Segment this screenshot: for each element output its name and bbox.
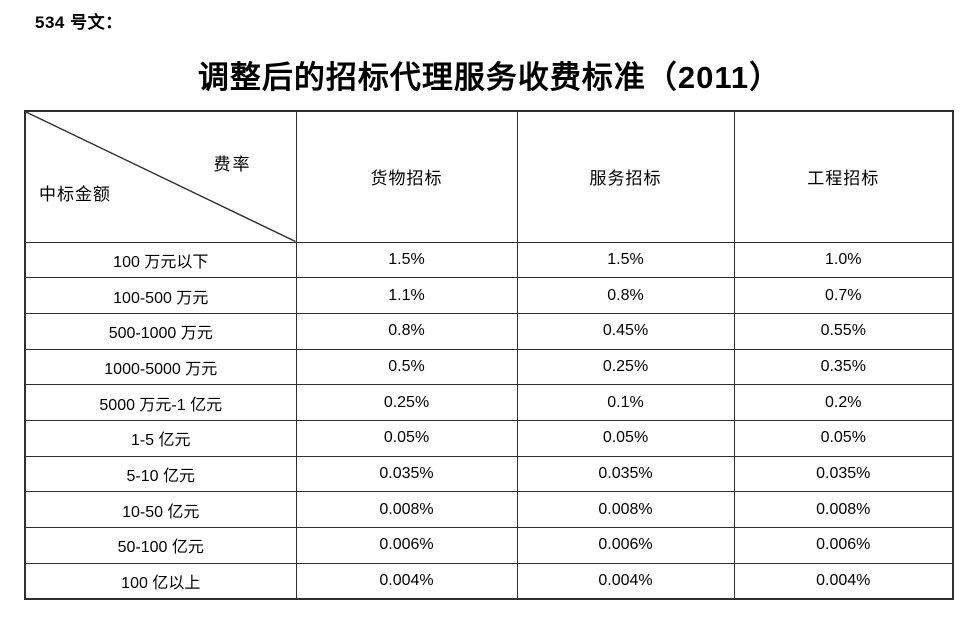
- goods-rate-cell: 0.035%: [295, 455, 518, 493]
- table-row: 10-50 亿元 0.008% 0.008% 0.008%: [24, 491, 954, 528]
- table-row: 1-5 亿元 0.05% 0.05% 0.05%: [24, 419, 954, 457]
- column-header-service: 服务招标: [516, 110, 735, 243]
- bid-amount-corner-label: 中标金额: [39, 185, 111, 204]
- doc-number-label: 534 号文：: [35, 13, 123, 32]
- service-rate-cell: 0.008%: [516, 491, 735, 528]
- engineering-rate-cell: 0.2%: [733, 384, 954, 421]
- goods-rate-cell: 1.5%: [295, 241, 518, 279]
- amount-cell: 100-500 万元: [24, 277, 297, 314]
- service-rate-cell: 0.035%: [516, 455, 735, 493]
- table-row: 50-100 亿元 0.006% 0.006% 0.006%: [24, 527, 954, 564]
- table-row: 100-500 万元 1.1% 0.8% 0.7%: [24, 277, 954, 314]
- goods-rate-cell: 0.006%: [295, 527, 518, 564]
- amount-cell: 1-5 亿元: [24, 419, 297, 457]
- amount-cell: 500-1000 万元: [24, 312, 297, 350]
- page-title: 调整后的招标代理服务收费标准（2011）: [197, 60, 782, 95]
- engineering-rate-cell: 0.004%: [733, 562, 954, 600]
- service-rate-cell: 1.5%: [516, 241, 735, 279]
- column-header-goods: 货物招标: [295, 110, 518, 243]
- goods-rate-cell: 0.05%: [295, 419, 518, 457]
- amount-cell: 5000 万元-1 亿元: [24, 384, 297, 421]
- service-rate-cell: 0.45%: [516, 312, 735, 350]
- amount-cell: 10-50 亿元: [24, 491, 297, 528]
- service-rate-cell: 0.25%: [516, 348, 735, 386]
- goods-rate-cell: 0.8%: [295, 312, 518, 350]
- header-corner-cell: 费率 中标金额: [24, 110, 297, 243]
- engineering-rate-cell: 0.05%: [733, 419, 954, 457]
- fee-rate-corner-label: 费率: [213, 155, 252, 174]
- amount-cell: 5-10 亿元: [24, 455, 297, 493]
- table-row: 100 万元以下 1.5% 1.5% 1.0%: [24, 241, 954, 279]
- fee-standard-table: 费率 中标金额 货物招标 服务招标 工程招标 100 万元以下 1.5% 1.5…: [24, 110, 954, 600]
- diagonal-divider-line: [26, 112, 296, 242]
- service-rate-cell: 0.1%: [516, 384, 735, 421]
- engineering-rate-cell: 0.035%: [733, 455, 954, 493]
- goods-rate-cell: 0.5%: [295, 348, 518, 386]
- engineering-rate-cell: 0.55%: [733, 312, 954, 350]
- engineering-rate-cell: 0.008%: [733, 491, 954, 528]
- table-row: 1000-5000 万元 0.5% 0.25% 0.35%: [24, 348, 954, 386]
- engineering-rate-cell: 0.006%: [733, 527, 954, 564]
- engineering-rate-cell: 0.7%: [733, 277, 954, 314]
- table-row: 5000 万元-1 亿元 0.25% 0.1% 0.2%: [24, 384, 954, 421]
- table-row: 500-1000 万元 0.8% 0.45% 0.55%: [24, 312, 954, 350]
- column-header-engineering: 工程招标: [733, 110, 954, 243]
- service-rate-cell: 0.8%: [516, 277, 735, 314]
- service-rate-cell: 0.004%: [516, 562, 735, 600]
- engineering-rate-cell: 0.35%: [733, 348, 954, 386]
- engineering-rate-cell: 1.0%: [733, 241, 954, 279]
- goods-rate-cell: 0.25%: [295, 384, 518, 421]
- goods-rate-cell: 0.004%: [295, 562, 518, 600]
- amount-cell: 50-100 亿元: [24, 527, 297, 564]
- amount-cell: 100 亿以上: [24, 562, 297, 600]
- goods-rate-cell: 1.1%: [295, 277, 518, 314]
- table-row: 5-10 亿元 0.035% 0.035% 0.035%: [24, 455, 954, 493]
- amount-cell: 100 万元以下: [24, 241, 297, 279]
- service-rate-cell: 0.05%: [516, 419, 735, 457]
- service-rate-cell: 0.006%: [516, 527, 735, 564]
- table-header-row: 费率 中标金额 货物招标 服务招标 工程招标: [24, 110, 954, 243]
- table-row: 100 亿以上 0.004% 0.004% 0.004%: [24, 562, 954, 600]
- goods-rate-cell: 0.008%: [295, 491, 518, 528]
- amount-cell: 1000-5000 万元: [24, 348, 297, 386]
